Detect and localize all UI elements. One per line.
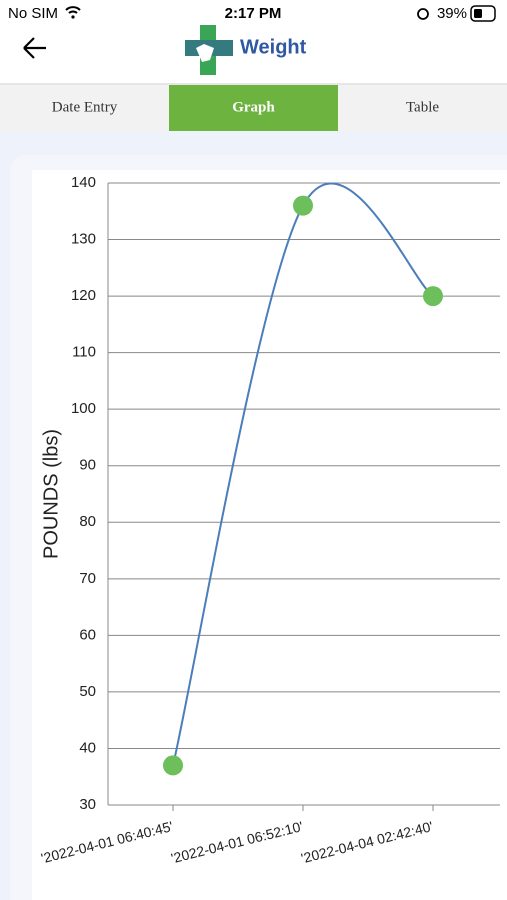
- logo: [185, 25, 233, 75]
- lock-icon: [417, 8, 429, 20]
- y-tick-label: 90: [79, 457, 96, 474]
- y-axis-title: POUNDS (lbs): [40, 429, 62, 559]
- wifi-icon: [65, 6, 81, 14]
- y-tick-label: 30: [79, 796, 96, 813]
- tab-label[interactable]: Graph: [232, 99, 275, 115]
- back-button[interactable]: [23, 37, 46, 59]
- y-tick-label: 70: [79, 570, 96, 587]
- y-tick-label: 140: [71, 174, 96, 191]
- battery-level: [474, 9, 482, 18]
- screen-title: Weight: [240, 36, 307, 58]
- y-tick-label: 130: [71, 231, 96, 248]
- data-point: [293, 195, 313, 216]
- data-line: [172, 182, 434, 766]
- data-point: [423, 286, 443, 307]
- battery-icon: [470, 5, 496, 22]
- y-tick-label: 60: [79, 626, 96, 643]
- y-tick-label: 110: [72, 344, 96, 361]
- clock: 2:17 PM: [225, 5, 282, 22]
- tab[interactable]: [169, 85, 338, 131]
- carrier: No SIM: [8, 5, 58, 22]
- data-point: [163, 755, 183, 776]
- battery-text: 39%: [437, 5, 467, 22]
- y-tick-label: 80: [79, 513, 96, 530]
- tab[interactable]: [338, 85, 507, 131]
- y-tick-label: 100: [71, 400, 96, 417]
- wifi-dot: [71, 15, 75, 19]
- chart-card: [32, 170, 507, 900]
- y-tick-label: 40: [79, 739, 96, 756]
- y-tick-label: 120: [71, 287, 96, 304]
- y-tick-label: 50: [79, 683, 96, 700]
- tab[interactable]: [0, 85, 169, 131]
- tab-label[interactable]: Date Entry: [52, 99, 118, 115]
- tab-label[interactable]: Table: [406, 99, 439, 115]
